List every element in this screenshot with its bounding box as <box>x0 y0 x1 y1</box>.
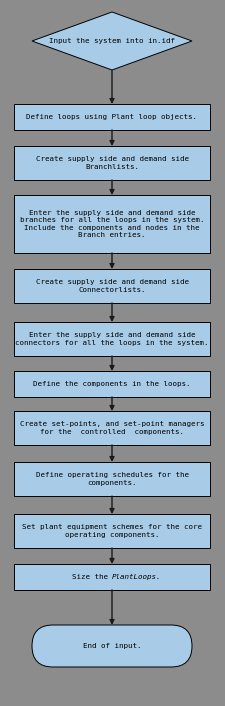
FancyBboxPatch shape <box>14 195 210 253</box>
FancyBboxPatch shape <box>14 104 210 130</box>
Text: PlantLoops.: PlantLoops. <box>112 574 162 580</box>
Text: Set plant equipment schemes for the core
operating components.: Set plant equipment schemes for the core… <box>22 525 202 538</box>
Text: Enter the supply side and demand side
connectors for all the loops in the system: Enter the supply side and demand side co… <box>15 333 209 346</box>
Text: Define the components in the loops.: Define the components in the loops. <box>33 381 191 387</box>
Text: Input the system into in.idf: Input the system into in.idf <box>49 38 175 44</box>
Polygon shape <box>32 12 192 70</box>
FancyBboxPatch shape <box>14 371 210 397</box>
Text: Define operating schedules for the
components.: Define operating schedules for the compo… <box>36 472 189 486</box>
FancyBboxPatch shape <box>14 462 210 496</box>
FancyBboxPatch shape <box>14 514 210 548</box>
FancyBboxPatch shape <box>14 322 210 356</box>
Text: Size the: Size the <box>72 574 112 580</box>
Text: Define loops using Plant loop objects.: Define loops using Plant loop objects. <box>27 114 198 120</box>
FancyBboxPatch shape <box>14 269 210 303</box>
Text: End of input.: End of input. <box>83 643 141 649</box>
Text: Enter the supply side and demand side
branches for all the loops in the system.
: Enter the supply side and demand side br… <box>20 210 204 238</box>
Text: Create supply side and demand side
Branchlists.: Create supply side and demand side Branc… <box>36 156 189 169</box>
FancyBboxPatch shape <box>14 411 210 445</box>
Text: Create set-points, and set-point managers
for the  controlled  components.: Create set-points, and set-point manager… <box>20 421 204 435</box>
Text: Create supply side and demand side
Connectorlists.: Create supply side and demand side Conne… <box>36 280 189 293</box>
FancyBboxPatch shape <box>32 625 192 667</box>
FancyBboxPatch shape <box>14 564 210 590</box>
FancyBboxPatch shape <box>14 146 210 180</box>
